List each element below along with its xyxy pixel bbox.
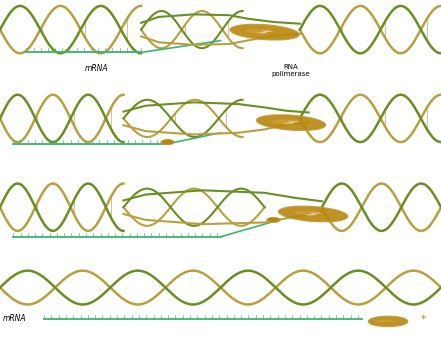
- Ellipse shape: [256, 115, 326, 131]
- Ellipse shape: [375, 319, 393, 322]
- Ellipse shape: [271, 119, 299, 124]
- Text: mRNA: mRNA: [3, 314, 26, 323]
- Text: RNA
polimerase: RNA polimerase: [272, 64, 310, 77]
- Ellipse shape: [245, 29, 272, 33]
- Ellipse shape: [278, 206, 348, 222]
- Text: ✦: ✦: [420, 313, 427, 322]
- Ellipse shape: [230, 24, 299, 40]
- Ellipse shape: [293, 211, 321, 215]
- Text: mRNA: mRNA: [85, 64, 109, 73]
- Ellipse shape: [368, 316, 408, 327]
- Ellipse shape: [267, 217, 280, 223]
- Ellipse shape: [161, 140, 174, 145]
